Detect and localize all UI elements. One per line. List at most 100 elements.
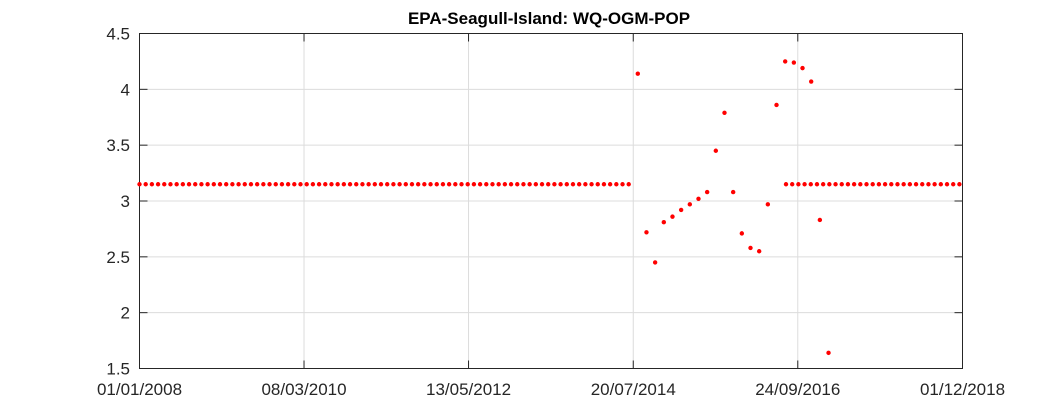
data-point (415, 182, 421, 187)
x-tick-label: 08/03/2010 (261, 380, 346, 399)
data-point (589, 182, 594, 187)
data-point (292, 182, 297, 187)
data-point (661, 220, 667, 225)
data-point (644, 230, 649, 235)
data-point (796, 182, 801, 187)
data-point (162, 182, 167, 187)
data-point (944, 182, 950, 187)
data-point (938, 182, 944, 187)
data-point (459, 182, 464, 187)
data-point (783, 182, 789, 187)
data-point (722, 110, 727, 115)
data-point (248, 182, 254, 187)
data-point (678, 207, 684, 213)
data-point (870, 182, 875, 187)
data-point (490, 182, 495, 187)
data-point (533, 182, 539, 187)
data-point (279, 182, 285, 187)
data-point (477, 182, 483, 187)
x-tick-label: 20/07/2014 (591, 380, 676, 399)
data-point (907, 182, 913, 187)
data-point (839, 182, 844, 187)
data-point (817, 217, 823, 223)
x-tick-label: 13/05/2012 (426, 380, 511, 399)
data-point (285, 182, 291, 187)
data-point (217, 182, 223, 187)
data-point (882, 182, 888, 187)
data-point (730, 189, 736, 195)
data-point (791, 60, 797, 65)
x-tick-label: 01/12/2018 (920, 380, 1005, 399)
data-point (428, 182, 433, 187)
data-point (329, 182, 334, 187)
data-point (800, 65, 805, 71)
data-point (354, 182, 359, 187)
data-point (137, 182, 142, 187)
data-point (360, 182, 365, 187)
data-point (889, 182, 894, 187)
y-tick-label: 1.5 (106, 360, 130, 379)
data-point (186, 182, 192, 187)
data-point (422, 182, 427, 187)
data-point (901, 182, 906, 187)
chart-title: EPA-Seagull-Island: WQ-OGM-POP (408, 9, 690, 28)
data-point (440, 182, 446, 187)
data-point (782, 59, 788, 64)
data-point (211, 182, 217, 187)
data-point (595, 182, 600, 187)
data-point (347, 182, 353, 187)
data-point (230, 182, 235, 187)
data-point (808, 182, 813, 187)
x-tick-label: 01/01/2008 (97, 380, 182, 399)
data-point (626, 182, 631, 187)
data-point (521, 182, 526, 187)
data-point (576, 182, 582, 187)
data-point (403, 182, 408, 187)
data-point (808, 79, 814, 84)
data-point (696, 196, 701, 201)
data-point (310, 182, 316, 187)
data-point (614, 182, 619, 187)
x-tick-label: 24/09/2016 (755, 380, 840, 399)
data-point (515, 182, 520, 187)
data-point (570, 182, 576, 187)
data-point (713, 148, 719, 153)
data-point (876, 182, 882, 187)
data-point (564, 182, 569, 187)
data-point (814, 182, 820, 187)
data-point (502, 182, 508, 187)
data-point (704, 189, 710, 195)
data-point (143, 182, 148, 187)
data-point (341, 182, 347, 187)
data-point (926, 182, 931, 187)
data-point (267, 182, 272, 187)
data-point (558, 182, 563, 187)
data-point (496, 182, 501, 187)
y-tick-label: 3 (121, 192, 130, 211)
data-point (180, 182, 186, 187)
data-point (193, 182, 198, 187)
data-point (670, 214, 675, 219)
data-point (802, 182, 807, 187)
data-point (155, 182, 161, 187)
y-tick-label: 2.5 (106, 248, 130, 267)
data-point (205, 182, 210, 187)
data-point (174, 182, 179, 187)
data-point (254, 182, 260, 187)
grid-lines (139, 33, 963, 369)
data-point (385, 182, 390, 187)
data-point (920, 182, 925, 187)
data-point (951, 182, 956, 187)
data-point (827, 182, 832, 187)
data-point (242, 182, 247, 187)
y-tick-label: 3.5 (106, 136, 130, 155)
data-point (635, 71, 640, 76)
data-point (756, 249, 762, 254)
data-point (913, 182, 919, 187)
data-point (864, 182, 869, 187)
data-point (957, 182, 962, 187)
data-point (409, 182, 415, 187)
data-point (820, 182, 826, 187)
data-point (261, 182, 266, 187)
